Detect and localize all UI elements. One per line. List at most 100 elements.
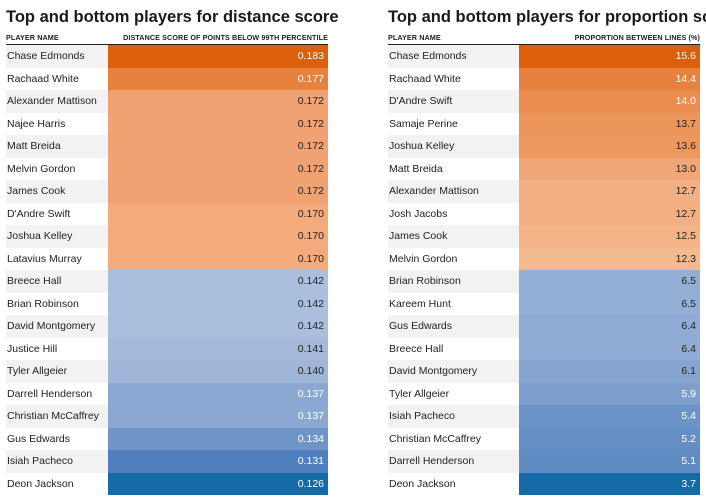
table-row: Christian McCaffrey 0.137 xyxy=(6,405,328,428)
player-name: Gus Edwards xyxy=(389,320,453,332)
table-row: Tyler Allgeier 5.9 xyxy=(388,382,700,405)
score-cell: 0.142 xyxy=(107,292,328,315)
player-name: D'Andre Swift xyxy=(7,207,71,220)
score-cell: 15.6 xyxy=(518,45,700,68)
player-name: Tyler Allgeier xyxy=(389,387,450,400)
score-cell: 6.4 xyxy=(518,337,700,360)
score-cell: 13.0 xyxy=(518,157,700,180)
score-cell: 0.134 xyxy=(107,427,328,450)
table-body: Chase Edmonds 15.6 Rachaad White 14.4 D'Andr… xyxy=(388,45,700,495)
player-name: Matt Breida xyxy=(389,162,443,175)
score-cell: 0.170 xyxy=(107,202,328,225)
player-name: Christian McCaffrey xyxy=(7,410,99,422)
player-name: Tyler Allgeier xyxy=(7,365,68,377)
player-name: Gus Edwards xyxy=(7,432,71,445)
player-name: David Montgomery xyxy=(389,365,478,377)
table-row: D'Andre Swift 0.170 xyxy=(6,202,328,225)
column-header-score: DISTANCE SCORE OF POINTS BELOW 99TH PERC… xyxy=(123,33,328,42)
column-header-proportion: PROPORTION BETWEEN LINES (%) xyxy=(574,33,700,42)
score-cell: 5.2 xyxy=(518,427,700,450)
table-row: James Cook 0.172 xyxy=(6,180,328,203)
score-cell: 0.137 xyxy=(107,405,328,428)
player-name: Rachaad White xyxy=(389,72,461,85)
score-cell: 12.7 xyxy=(518,180,700,203)
score-cell: 6.5 xyxy=(518,270,700,293)
table-row: Gus Edwards 6.4 xyxy=(388,315,700,338)
score-cell: 0.131 xyxy=(107,450,328,473)
score-cell: 0.172 xyxy=(107,157,328,180)
column-header-player: PLAYER NAME xyxy=(388,33,441,42)
score-cell: 0.170 xyxy=(107,225,328,248)
score-cell: 5.1 xyxy=(518,450,700,473)
table-row: Breece Hall 0.142 xyxy=(6,270,328,293)
player-name: Breece Hall xyxy=(7,275,62,287)
score-cell: 0.140 xyxy=(107,360,328,383)
proportion-score-table: Top and bottom players for proportion sc… xyxy=(388,6,706,495)
player-name: Breece Hall xyxy=(389,342,444,355)
table-row: Isiah Pacheco 5.4 xyxy=(388,405,700,428)
player-name: Darrell Henderson xyxy=(7,387,93,400)
table-row: James Cook 12.5 xyxy=(388,225,700,248)
player-name: Deon Jackson xyxy=(7,477,74,490)
player-name: Joshua Kelley xyxy=(389,140,455,152)
table-row: D'Andre Swift 14.0 xyxy=(388,90,700,113)
table-row: Rachaad White 14.4 xyxy=(388,67,700,90)
player-name: Isiah Pacheco xyxy=(389,410,455,422)
player-name: Rachaad White xyxy=(7,72,79,85)
table-row: Melvin Gordon 12.3 xyxy=(388,247,700,270)
score-cell: 5.4 xyxy=(518,405,700,428)
table-header: PLAYER NAME PROPORTION BETWEEN LINES (%) xyxy=(388,30,700,45)
score-cell: 6.1 xyxy=(518,360,700,383)
column-header-player: PLAYER NAME xyxy=(6,33,59,42)
score-cell: 0.137 xyxy=(107,382,328,405)
table-title: Top and bottom players for distance scor… xyxy=(6,8,339,26)
player-name: D'Andre Swift xyxy=(389,95,453,107)
table-row: Joshua Kelley 0.170 xyxy=(6,225,328,248)
table-row: Breece Hall 6.4 xyxy=(388,337,700,360)
player-name: Joshua Kelley xyxy=(7,230,73,242)
player-name: David Montgomery xyxy=(7,320,96,332)
table-body: Chase Edmonds 0.183 Rachaad White 0.177 Alex… xyxy=(6,45,328,495)
score-cell: 0.170 xyxy=(107,247,328,270)
score-cell: 13.7 xyxy=(518,112,700,135)
table-row: Samaje Perine 13.7 xyxy=(388,112,700,135)
player-name: Melvin Gordon xyxy=(389,252,458,265)
player-name: James Cook xyxy=(389,230,448,242)
player-name: Matt Breida xyxy=(7,140,61,152)
table-row: Najee Harris 0.172 xyxy=(6,112,328,135)
table-row: Chase Edmonds 0.183 xyxy=(6,45,328,68)
score-cell: 6.4 xyxy=(518,315,700,338)
table-row: Alexander Mattison 12.7 xyxy=(388,180,700,203)
table-row: Josh Jacobs 12.7 xyxy=(388,202,700,225)
table-row: Deon Jackson 0.126 xyxy=(6,472,328,495)
player-name: Alexander Mattison xyxy=(389,185,479,197)
table-title: Top and bottom players for proportion sc… xyxy=(388,8,706,26)
player-name: Isiah Pacheco xyxy=(7,455,73,467)
player-name: Kareem Hunt xyxy=(389,297,451,310)
table-header: PLAYER NAME DISTANCE SCORE OF POINTS BEL… xyxy=(6,30,328,45)
table-row: Deon Jackson 3.7 xyxy=(388,472,700,495)
table-row: Justice Hill 0.141 xyxy=(6,337,328,360)
score-cell: 13.6 xyxy=(518,135,700,158)
table-row: David Montgomery 0.142 xyxy=(6,315,328,338)
player-name: Christian McCaffrey xyxy=(389,432,481,445)
table-row: Matt Breida 13.0 xyxy=(388,157,700,180)
table-row: Joshua Kelley 13.6 xyxy=(388,135,700,158)
score-cell: 3.7 xyxy=(518,472,700,495)
player-name: Brian Robinson xyxy=(7,297,79,310)
score-cell: 0.126 xyxy=(107,472,328,495)
score-cell: 0.177 xyxy=(107,67,328,90)
player-name: Chase Edmonds xyxy=(389,50,467,62)
table-row: Brian Robinson 0.142 xyxy=(6,292,328,315)
score-cell: 12.5 xyxy=(518,225,700,248)
table-row: Darrell Henderson 5.1 xyxy=(388,450,700,473)
table-row: Isiah Pacheco 0.131 xyxy=(6,450,328,473)
score-cell: 0.172 xyxy=(107,112,328,135)
player-name: Najee Harris xyxy=(7,117,66,130)
score-cell: 5.9 xyxy=(518,382,700,405)
score-cell: 0.141 xyxy=(107,337,328,360)
score-cell: 6.5 xyxy=(518,292,700,315)
table-row: Melvin Gordon 0.172 xyxy=(6,157,328,180)
player-name: Alexander Mattison xyxy=(7,95,97,107)
player-name: Latavius Murray xyxy=(7,252,82,265)
